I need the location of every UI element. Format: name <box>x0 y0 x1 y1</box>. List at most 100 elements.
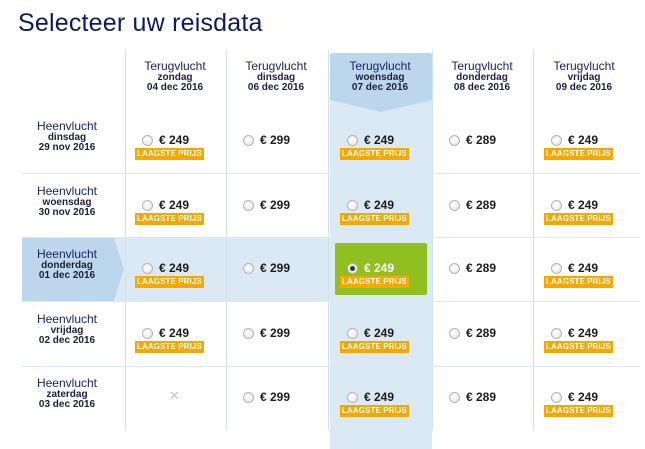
fare-cell[interactable]: € 299 <box>226 193 326 233</box>
departure-day: woensdag <box>42 196 92 208</box>
fare-price: € 249 <box>568 390 599 404</box>
column-divider <box>226 50 227 430</box>
fare-radio-button[interactable] <box>449 200 460 211</box>
fare-price: € 249 <box>159 326 190 340</box>
fare-cell[interactable]: € 299 <box>226 321 326 361</box>
fare-cell[interactable]: € 249 LAAGSTE PRIJS <box>534 128 634 168</box>
fare-radio-button[interactable] <box>551 135 562 146</box>
fare-radio-button[interactable] <box>347 392 358 403</box>
return-date: 09 dec 2016 <box>555 82 613 94</box>
fare-cell[interactable]: € 249 LAAGSTE PRIJS <box>125 128 225 168</box>
fare-price: € 249 <box>364 198 395 212</box>
departure-day: donderdag <box>41 259 93 271</box>
fare-radio-button[interactable] <box>449 392 460 403</box>
fare-cell[interactable]: € 249 LAAGSTE PRIJS <box>125 193 225 233</box>
fare-cell[interactable]: € 249 LAAGSTE PRIJS <box>125 321 225 361</box>
fare-radio-button[interactable] <box>551 328 562 339</box>
fare-price: € 249 <box>159 261 190 275</box>
fare-price: € 249 <box>364 390 395 404</box>
fare-price: € 249 <box>364 133 395 147</box>
fare-cell[interactable]: € 289 <box>432 321 532 361</box>
fare-radio-button[interactable] <box>347 135 358 146</box>
fare-radio-button[interactable] <box>347 200 358 211</box>
fare-radio-button[interactable] <box>243 135 254 146</box>
column-divider <box>533 50 534 430</box>
lowest-price-badge: LAAGSTE PRIJS <box>544 148 613 160</box>
fare-cell[interactable]: € 249 LAAGSTE PRIJS <box>534 193 634 233</box>
fare-price: € 299 <box>260 390 291 404</box>
lowest-price-badge: LAAGSTE PRIJS <box>135 341 204 353</box>
fare-radio-button[interactable] <box>449 263 460 274</box>
fare-radio-button[interactable] <box>551 200 562 211</box>
fare-radio-button[interactable] <box>142 135 153 146</box>
fare-cell[interactable]: € 249 LAAGSTE PRIJS <box>330 256 430 296</box>
fare-cell[interactable]: € 249 LAAGSTE PRIJS <box>330 385 430 425</box>
fare-cell[interactable]: € 249 LAAGSTE PRIJS <box>125 256 225 296</box>
departure-date: 02 dec 2016 <box>38 335 96 347</box>
fare-radio-button[interactable] <box>449 328 460 339</box>
departure-day: zaterdag <box>46 388 88 400</box>
fare-cell[interactable]: € 249 LAAGSTE PRIJS <box>330 321 430 361</box>
lowest-price-badge: LAAGSTE PRIJS <box>135 276 204 288</box>
fare-radio-button[interactable] <box>243 263 254 274</box>
fare-radio-button[interactable] <box>243 328 254 339</box>
fare-cell[interactable]: € 289 <box>432 256 532 296</box>
fare-radio-button[interactable] <box>243 200 254 211</box>
return-date-header: Terugvlucht dinsdag 06 dec 2016 <box>226 60 326 94</box>
fare-radio-button[interactable] <box>449 135 460 146</box>
return-date-header: Terugvlucht donderdag 08 dec 2016 <box>432 60 532 94</box>
lowest-price-badge: LAAGSTE PRIJS <box>135 148 204 160</box>
fare-radio-button[interactable] <box>142 263 153 274</box>
fare-cell[interactable]: € 249 LAAGSTE PRIJS <box>534 321 634 361</box>
fare-cell[interactable]: € 249 LAAGSTE PRIJS <box>330 193 430 233</box>
departure-date: 30 nov 2016 <box>38 207 96 219</box>
fare-cell[interactable]: ✕ <box>125 385 225 425</box>
fare-radio-button[interactable] <box>347 328 358 339</box>
departure-day: dinsdag <box>47 131 87 143</box>
fare-radio-button[interactable] <box>142 200 153 211</box>
lowest-price-badge: LAAGSTE PRIJS <box>135 213 204 225</box>
fare-cell[interactable]: € 249 LAAGSTE PRIJS <box>534 256 634 296</box>
lowest-price-badge: LAAGSTE PRIJS <box>544 341 613 353</box>
fare-cell[interactable]: € 299 <box>226 385 326 425</box>
departure-date: 03 dec 2016 <box>38 399 96 411</box>
lowest-price-badge: LAAGSTE PRIJS <box>340 341 409 353</box>
fare-price: € 299 <box>260 133 291 147</box>
return-label: Terugvlucht <box>451 59 513 73</box>
lowest-price-badge: LAAGSTE PRIJS <box>340 405 409 417</box>
fare-cell[interactable]: € 299 <box>226 128 326 168</box>
column-divider <box>328 50 329 430</box>
fare-radio-button[interactable] <box>551 392 562 403</box>
fare-cell[interactable]: € 289 <box>432 193 532 233</box>
return-date: 07 dec 2016 <box>351 82 409 94</box>
fare-price: € 249 <box>364 326 395 340</box>
lowest-price-badge: LAAGSTE PRIJS <box>340 148 409 160</box>
row-divider <box>22 237 640 238</box>
fare-price: € 299 <box>260 198 291 212</box>
departure-date-header: Heenvlucht woensdag 30 nov 2016 <box>12 185 122 219</box>
fare-radio-button[interactable] <box>347 263 358 274</box>
departure-label: Heenvlucht <box>36 247 98 261</box>
fare-radio-button[interactable] <box>551 263 562 274</box>
fare-cell[interactable]: € 299 <box>226 256 326 296</box>
fare-price: € 249 <box>159 198 190 212</box>
fare-price: € 289 <box>466 326 497 340</box>
return-label: Terugvlucht <box>144 59 206 73</box>
fare-price: € 249 <box>568 326 599 340</box>
return-date-header: Terugvlucht vrijdag 09 dec 2016 <box>534 60 634 94</box>
return-date-header: Terugvlucht woensdag 07 dec 2016 <box>330 60 430 94</box>
fare-price: € 289 <box>466 198 497 212</box>
fare-radio-button[interactable] <box>142 328 153 339</box>
fare-cell[interactable]: € 249 LAAGSTE PRIJS <box>534 385 634 425</box>
page-title: Selecteer uw reisdata <box>18 9 263 37</box>
fare-price: € 299 <box>260 261 291 275</box>
lowest-price-badge: LAAGSTE PRIJS <box>340 213 409 225</box>
fare-cell[interactable]: € 289 <box>432 385 532 425</box>
column-divider <box>432 50 433 430</box>
fare-radio-button[interactable] <box>243 392 254 403</box>
fare-cell[interactable]: € 249 LAAGSTE PRIJS <box>330 128 430 168</box>
return-label: Terugvlucht <box>349 59 411 73</box>
selected-column-header-bg <box>330 53 432 100</box>
fare-cell[interactable]: € 289 <box>432 128 532 168</box>
departure-date-header: Heenvlucht donderdag 01 dec 2016 <box>12 248 122 282</box>
